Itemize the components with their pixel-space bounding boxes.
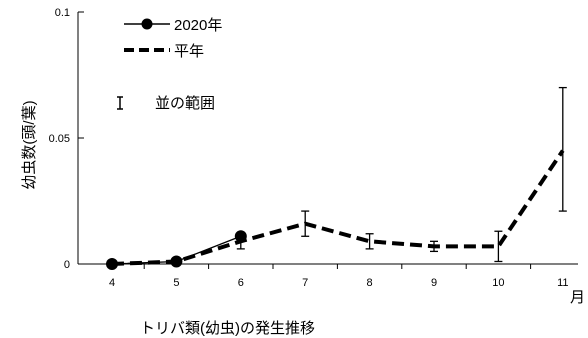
y-tick-label-2: 0.1 <box>55 7 70 19</box>
series-line-heinen <box>111 149 565 266</box>
x-ticks: 4 5 6 7 8 9 10 11 <box>109 264 569 289</box>
y-tick-label-0: 0 <box>64 259 70 271</box>
x-tick-label-9: 9 <box>431 277 437 289</box>
point-2020-5 <box>170 255 183 268</box>
y-ticks: 0 0.05 0.1 <box>49 7 84 271</box>
legend-errorbar-icon <box>117 96 123 110</box>
error-bar-10 <box>494 230 503 263</box>
x-tick-label-10: 10 <box>492 277 504 289</box>
legend-label-range: 並の範囲 <box>155 94 215 112</box>
error-bar-11 <box>558 86 567 212</box>
x-tick-label-7: 7 <box>302 277 308 289</box>
x-tick-label-6: 6 <box>238 277 244 289</box>
error-bars <box>236 86 567 263</box>
x-tick-label-11: 11 <box>557 277 568 289</box>
point-2020-6 <box>234 230 247 243</box>
error-bar-8 <box>365 233 374 250</box>
axes <box>77 12 578 265</box>
x-axis-unit: 月 <box>570 289 585 306</box>
legend-marker-2020 <box>141 18 153 30</box>
x-tick-label-4: 4 <box>109 277 115 289</box>
x-tick-label-8: 8 <box>367 277 373 289</box>
y-tick-label-1: 0.05 <box>49 133 70 145</box>
x-tick-label-5: 5 <box>173 277 179 289</box>
chart-caption: トリバ類(幼虫)の発生推移 <box>140 320 315 337</box>
legend: 2020年 平年 並の範囲 <box>117 17 222 112</box>
y-axis-title: 幼虫数(頭/葉) <box>21 100 38 189</box>
legend-label-heinen: 平年 <box>174 43 204 60</box>
point-2020-4 <box>106 258 118 270</box>
series <box>106 149 565 270</box>
legend-label-2020: 2020年 <box>174 17 222 34</box>
